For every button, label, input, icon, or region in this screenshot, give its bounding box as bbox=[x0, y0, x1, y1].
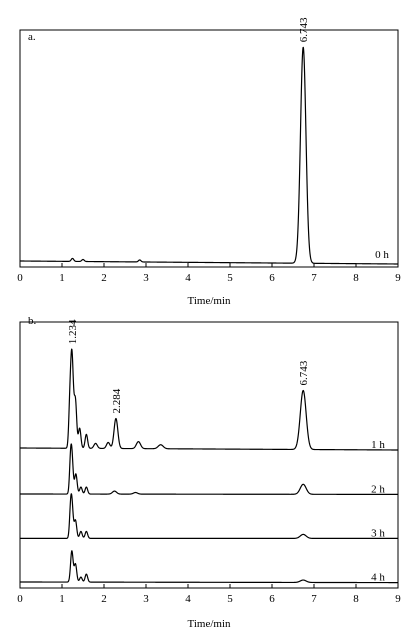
panel-a: a. 0 1 2 3 4 5 6 7 8 9 Time/min 0 h 6.743 bbox=[17, 17, 401, 307]
trace-0-h bbox=[19, 46, 399, 265]
x-tick-label: 9 bbox=[395, 593, 401, 605]
x-tick-label: 3 bbox=[143, 593, 149, 605]
x-axis-title: Time/min bbox=[188, 295, 231, 307]
x-tick-label: 0 bbox=[17, 593, 23, 605]
x-tick-label: 6 bbox=[269, 272, 275, 284]
peak-label: 6.743 bbox=[298, 17, 310, 42]
trace-1-h bbox=[19, 348, 399, 451]
x-tick-label: 4 bbox=[185, 593, 191, 605]
panel-b: b. 0 1 2 3 4 5 6 7 8 9 Time/min 1 h 2 h 3 h 4 h 1.234 2.2… bbox=[17, 315, 401, 630]
x-tick-label: 5 bbox=[227, 593, 233, 605]
trace-label: 4 h bbox=[371, 572, 385, 584]
x-tick-label: 3 bbox=[143, 272, 149, 284]
plot-frame bbox=[19, 321, 399, 589]
x-tick-label: 6 bbox=[269, 593, 275, 605]
x-tick-label: 2 bbox=[101, 272, 107, 284]
x-tick-label: 4 bbox=[185, 272, 191, 284]
trace-2-h bbox=[19, 443, 399, 495]
trace-label: 2 h bbox=[371, 483, 385, 495]
panel-label: b. bbox=[28, 315, 37, 327]
x-tick-label: 7 bbox=[311, 593, 317, 605]
trace-label: 0 h bbox=[375, 249, 389, 261]
x-tick-label: 8 bbox=[353, 593, 359, 605]
x-tick-label: 1 bbox=[59, 593, 65, 605]
plot-frame bbox=[19, 29, 399, 268]
x-tick-label: 1 bbox=[59, 272, 65, 284]
trace-3-h bbox=[19, 493, 399, 539]
trace-4-h bbox=[19, 550, 399, 584]
peak-label: 1.234 bbox=[67, 319, 79, 344]
x-tick-label: 5 bbox=[227, 272, 233, 284]
x-tick-label: 8 bbox=[353, 272, 359, 284]
panel-label: a. bbox=[28, 31, 36, 43]
x-axis-title: Time/min bbox=[188, 618, 231, 630]
trace-label: 1 h bbox=[371, 439, 385, 451]
x-tick-label: 9 bbox=[395, 272, 401, 284]
x-tick-label: 2 bbox=[101, 593, 107, 605]
x-tick-label: 7 bbox=[311, 272, 317, 284]
trace-label: 3 h bbox=[371, 527, 385, 539]
x-tick-label: 0 bbox=[17, 272, 23, 284]
peak-label: 2.284 bbox=[111, 388, 123, 413]
peak-label: 6.743 bbox=[298, 360, 310, 385]
